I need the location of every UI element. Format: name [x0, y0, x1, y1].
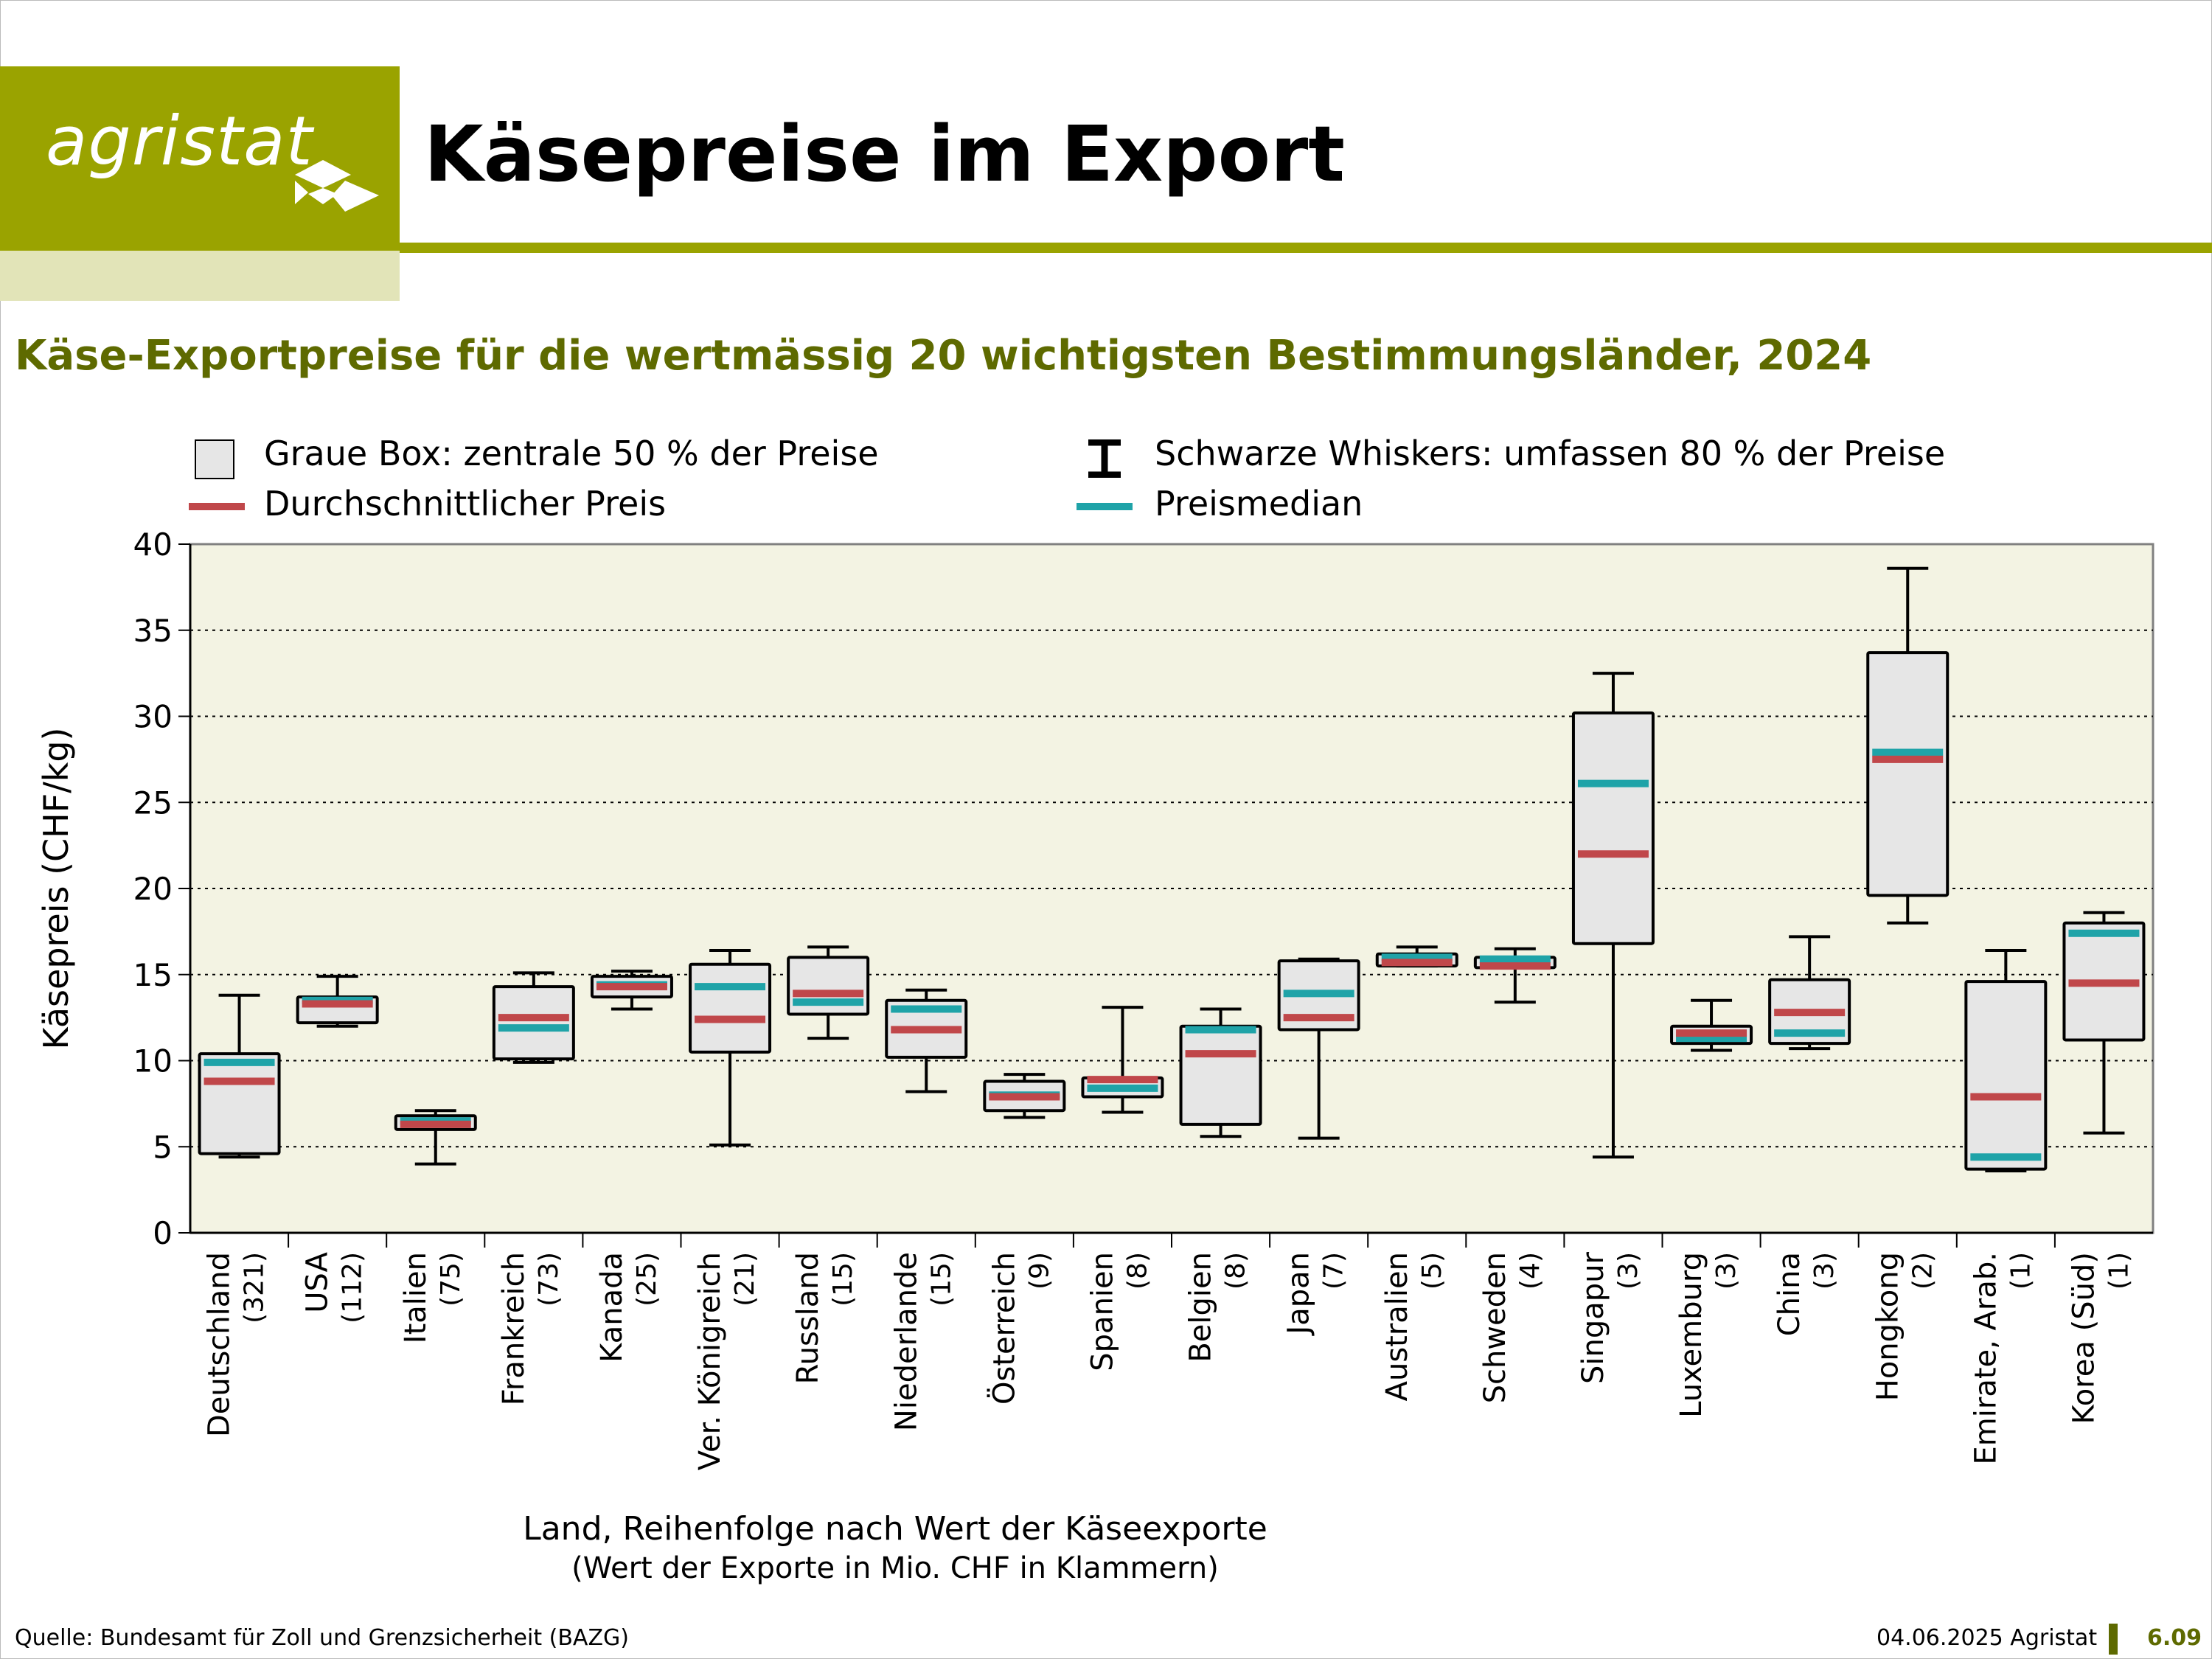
box-iqr: [1179, 1024, 1262, 1126]
box-spanien: [1081, 1006, 1164, 1114]
x-category-value-label: (15): [926, 1252, 956, 1307]
y-tick-label: 35: [133, 613, 173, 649]
x-category-value-label: (2): [1907, 1252, 1938, 1290]
box-luxemburg: [1670, 998, 1753, 1052]
logo-text: agristat: [46, 102, 313, 181]
box-deutschland: [198, 993, 281, 1159]
box-iqr: [198, 1052, 281, 1155]
logo-accent-band: [0, 251, 400, 301]
box-frankreich: [492, 971, 575, 1064]
box-iqr: [689, 962, 772, 1054]
legend-median-swatch: [1077, 503, 1133, 510]
logo-mark-icon: [295, 160, 379, 212]
x-category-label: Italien: [399, 1252, 433, 1343]
box-italien: [394, 1109, 477, 1166]
x-category-label: China: [1773, 1252, 1806, 1336]
box-österreich: [983, 1073, 1066, 1119]
y-tick-label: 15: [133, 957, 173, 993]
x-category-label: Kanada: [595, 1252, 629, 1363]
y-tick-label: 40: [133, 526, 173, 563]
x-category-value-label: (3): [1711, 1252, 1742, 1290]
box-china: [1768, 935, 1851, 1051]
x-category-label: Spanien: [1085, 1252, 1119, 1371]
x-category-label: Österreich: [986, 1252, 1021, 1405]
x-category-label: Korea (Süd): [2067, 1252, 2101, 1424]
x-category-value-label: (75): [436, 1252, 466, 1307]
y-tick-label: 5: [153, 1129, 173, 1165]
legend-median-label: Preismedian: [1155, 484, 1363, 524]
box-korea-süd-: [2062, 911, 2146, 1135]
x-category-label: USA: [301, 1251, 335, 1312]
y-tick-label: 30: [133, 699, 173, 735]
legend-box-swatch: [195, 439, 234, 479]
legend-whisker-icon: [1088, 439, 1121, 478]
box-schweden: [1473, 947, 1557, 1004]
x-category-label: Deutschland: [203, 1252, 237, 1437]
x-category-value-label: (112): [338, 1252, 368, 1324]
x-category-label: Frankreich: [497, 1252, 531, 1405]
x-category-value-label: (321): [240, 1252, 270, 1324]
x-category-label: Schweden: [1478, 1252, 1512, 1403]
x-category-label: Singapur: [1576, 1251, 1610, 1384]
x-category-label: Ver. Königreich: [693, 1252, 727, 1470]
x-category-label: Russland: [791, 1252, 825, 1384]
box-iqr: [1866, 651, 1950, 897]
legend-mean-label: Durchschnittlicher Preis: [264, 484, 667, 524]
header-rule: [400, 243, 2212, 253]
x-category-value-label: (9): [1024, 1252, 1054, 1290]
x-category-value-label: (1): [2006, 1252, 2036, 1290]
x-category-label: Japan: [1282, 1252, 1316, 1337]
x-category-value-label: (1): [2104, 1252, 2134, 1290]
box-iqr: [1964, 980, 2048, 1171]
x-category-value-label: (4): [1515, 1252, 1545, 1290]
x-axis-title: Land, Reihenfolge nach Wert der Käseexpo…: [523, 1510, 1267, 1548]
legend-box-label: Graue Box: zentrale 50 % der Preise: [264, 434, 879, 473]
box-hongkong: [1866, 566, 1950, 925]
x-category-label: Hongkong: [1871, 1252, 1905, 1401]
footer-source: Quelle: Bundesamt für Zoll und Grenzsich…: [15, 1625, 629, 1651]
box-usa: [296, 975, 379, 1028]
box-russland: [787, 945, 870, 1040]
x-category-value-label: (73): [534, 1252, 564, 1307]
x-category-value-label: (3): [1613, 1252, 1644, 1290]
footer-divider: [2109, 1624, 2118, 1655]
box-belgien: [1179, 1007, 1262, 1138]
box-iqr: [1571, 711, 1655, 945]
x-category-label: Australien: [1380, 1252, 1414, 1401]
x-category-label: Niederlande: [889, 1252, 923, 1431]
x-category-value-label: (7): [1319, 1252, 1349, 1290]
y-tick-label: 25: [133, 785, 173, 821]
x-category-label: Luxemburg: [1674, 1252, 1708, 1418]
box-australien: [1375, 945, 1458, 968]
x-category-value-label: (15): [828, 1252, 858, 1307]
legend-mean-swatch: [189, 503, 245, 510]
logo: [0, 66, 400, 251]
x-category-label: Emirate, Arab.: [1969, 1252, 2003, 1464]
y-tick-label: 0: [153, 1215, 173, 1251]
x-category-value-label: (5): [1417, 1252, 1447, 1290]
box-iqr: [492, 985, 575, 1061]
x-category-value-label: (8): [1122, 1252, 1152, 1290]
x-category-value-label: (3): [1809, 1252, 1840, 1290]
y-tick-label: 20: [133, 871, 173, 907]
box-niederlande: [885, 988, 968, 1093]
x-category-value-label: (8): [1221, 1252, 1251, 1290]
x-category-label: Belgien: [1184, 1252, 1218, 1363]
box-plot-chart: 0 5 10 15 20 25 30 35 40 Deutschland (321) USA (112…: [36, 526, 2154, 1585]
x-category-value-label: (25): [632, 1252, 662, 1307]
box-emirate-arab-: [1964, 949, 2048, 1172]
box-singapur: [1571, 672, 1655, 1159]
y-axis-title: Käsepreis (CHF/kg): [36, 728, 76, 1050]
y-tick-label: 10: [133, 1043, 173, 1079]
chart-subtitle: Käse-Exportpreise für die wertmässig 20 …: [15, 332, 1872, 380]
x-category-value-label: (21): [730, 1252, 760, 1307]
box-kanada: [590, 970, 673, 1011]
footer-date: 04.06.2025 Agristat: [1877, 1625, 2098, 1651]
box-japan: [1277, 957, 1360, 1140]
box-ver-königreich: [689, 949, 772, 1147]
x-axis-note: (Wert der Exporte in Mio. CHF in Klammer…: [571, 1551, 1219, 1585]
page-title: Käsepreise im Export: [424, 109, 1346, 199]
page-number: 6.09: [2147, 1625, 2202, 1651]
legend-whisker-label: Schwarze Whiskers: umfassen 80 % der Pre…: [1155, 434, 1946, 473]
